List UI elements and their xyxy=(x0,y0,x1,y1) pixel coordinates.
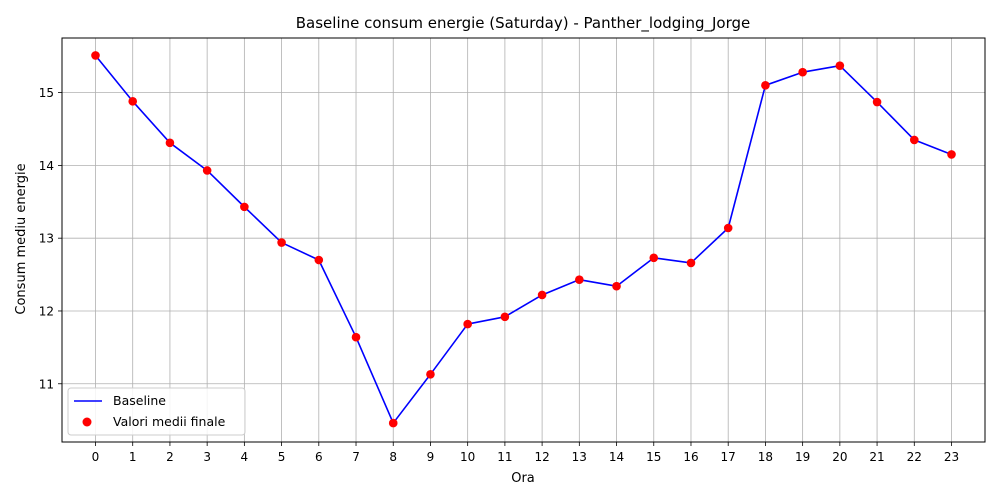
y-tick-label: 12 xyxy=(39,304,54,318)
x-tick-label: 16 xyxy=(683,450,698,464)
x-tick-label: 6 xyxy=(315,450,323,464)
x-tick-label: 22 xyxy=(907,450,922,464)
data-point xyxy=(240,202,249,212)
y-axis-label: Consum mediu energie xyxy=(14,163,29,314)
legend-box xyxy=(67,387,246,436)
y-tick-label: 11 xyxy=(39,377,54,391)
data-point xyxy=(277,238,286,247)
data-point xyxy=(500,312,510,322)
x-tick-label: 13 xyxy=(572,450,587,464)
x-axis-label: Ora xyxy=(511,471,535,486)
data-point xyxy=(128,97,138,106)
data-point xyxy=(575,275,584,284)
series-layer xyxy=(91,51,956,428)
baseline-series-line xyxy=(94,54,952,424)
x-tick-label: 19 xyxy=(795,450,810,464)
y-tick-label: 13 xyxy=(39,232,54,246)
legend-label-points: Valori medii finale xyxy=(113,414,226,429)
legend-marker-swatch xyxy=(82,417,92,427)
data-point xyxy=(388,418,398,428)
x-tick-label: 4 xyxy=(241,450,249,464)
x-tick-label: 2 xyxy=(166,450,174,464)
x-tick-label: 12 xyxy=(534,450,549,464)
y-tick-label: 15 xyxy=(39,86,54,100)
data-point xyxy=(314,255,324,265)
x-tick-label: 0 xyxy=(92,450,100,464)
data-point xyxy=(723,223,733,233)
data-point xyxy=(909,135,919,145)
data-point xyxy=(835,61,845,70)
x-tick-label: 1 xyxy=(129,450,137,464)
x-tick-label: 14 xyxy=(609,450,624,464)
x-tick-label: 23 xyxy=(944,450,959,464)
legend: Baseline Valori medii finale xyxy=(67,387,246,436)
data-point xyxy=(463,319,472,329)
ticks: 0 1 2 3 4 5 6 7 8 9 10 11 12 13 14 15 16 17 18 19 20 21 22 2311… xyxy=(39,86,959,464)
x-tick-label: 15 xyxy=(646,450,661,464)
chart-title: Baseline consum energie (Saturday) - Pan… xyxy=(296,14,751,33)
data-point xyxy=(947,150,956,159)
data-point xyxy=(202,166,212,175)
plot-frame xyxy=(61,37,986,443)
x-tick-label: 20 xyxy=(832,450,847,464)
x-tick-label: 8 xyxy=(389,450,397,464)
data-point xyxy=(612,281,621,291)
x-tick-label: 10 xyxy=(460,450,475,464)
data-point xyxy=(165,138,175,148)
data-point xyxy=(426,370,435,379)
data-point xyxy=(91,51,100,60)
x-tick-label: 5 xyxy=(278,450,286,464)
x-tick-label: 11 xyxy=(497,450,512,464)
data-point xyxy=(798,67,807,77)
data-point xyxy=(537,290,547,300)
x-tick-label: 3 xyxy=(203,450,211,464)
x-tick-label: 7 xyxy=(352,450,360,464)
x-tick-label: 21 xyxy=(869,450,884,464)
x-tick-label: 17 xyxy=(721,450,736,464)
y-tick-label: 14 xyxy=(39,159,54,173)
data-point xyxy=(351,332,361,342)
grid xyxy=(62,38,985,442)
data-point xyxy=(649,253,659,263)
x-tick-label: 9 xyxy=(427,450,435,464)
data-point xyxy=(872,97,882,107)
data-point xyxy=(686,258,696,268)
x-tick-label: 18 xyxy=(758,450,773,464)
data-point xyxy=(761,81,770,90)
legend-label-baseline: Baseline xyxy=(113,393,166,408)
